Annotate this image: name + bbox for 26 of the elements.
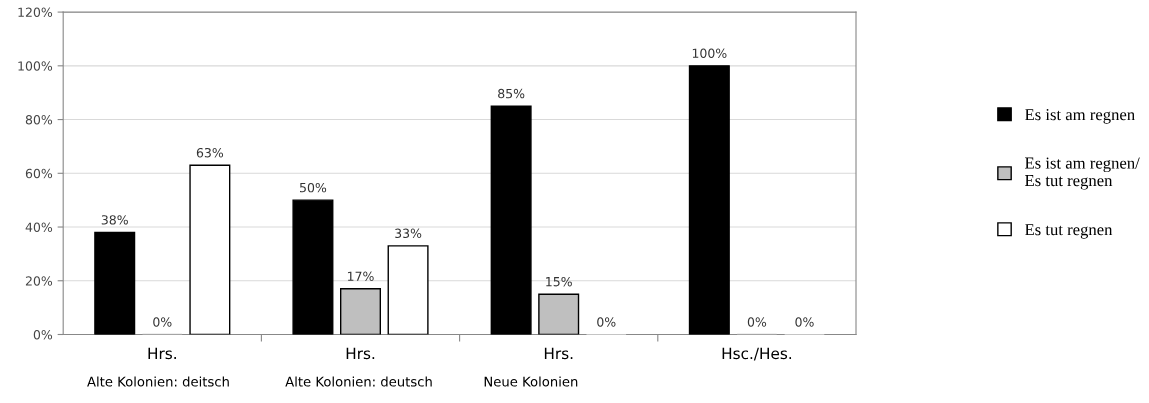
y-tick-label: 120% <box>18 7 53 18</box>
y-tick-label: 60% <box>25 168 53 179</box>
x-tick-label: Hrs. Alte Kolonien: deutsch <box>285 347 432 387</box>
data-label: 15% <box>546 276 572 287</box>
y-tick-label: 0% <box>33 329 53 340</box>
data-label: 33% <box>395 228 422 239</box>
data-label: 17% <box>347 271 374 282</box>
legend-label: Es ist am regnen/ Es tut regnen <box>1025 157 1140 190</box>
data-label: 0% <box>153 317 172 327</box>
x-tick-label: Hsc./Hes. <box>722 347 792 361</box>
x-tick-label: Hrs. Neue Kolonien <box>484 347 578 387</box>
data-label: 38% <box>101 215 128 225</box>
data-label: 0% <box>747 317 767 327</box>
x-tick-label: Hrs. Alte Kolonien: deitsch <box>87 347 229 387</box>
legend-label: Es ist am regnen <box>1025 109 1135 124</box>
data-label: 100% <box>692 48 727 59</box>
y-tick-label: 100% <box>18 61 53 71</box>
data-label: 0% <box>597 317 616 327</box>
data-label: 63% <box>196 147 224 158</box>
data-label: 50% <box>300 182 327 193</box>
y-tick-label: 40% <box>25 222 53 232</box>
data-label: 85% <box>498 88 525 99</box>
y-tick-label: 20% <box>25 276 53 286</box>
data-label: 0% <box>795 317 814 327</box>
y-tick-label: 80% <box>25 115 53 125</box>
legend-label: Es tut regnen <box>1025 224 1113 239</box>
